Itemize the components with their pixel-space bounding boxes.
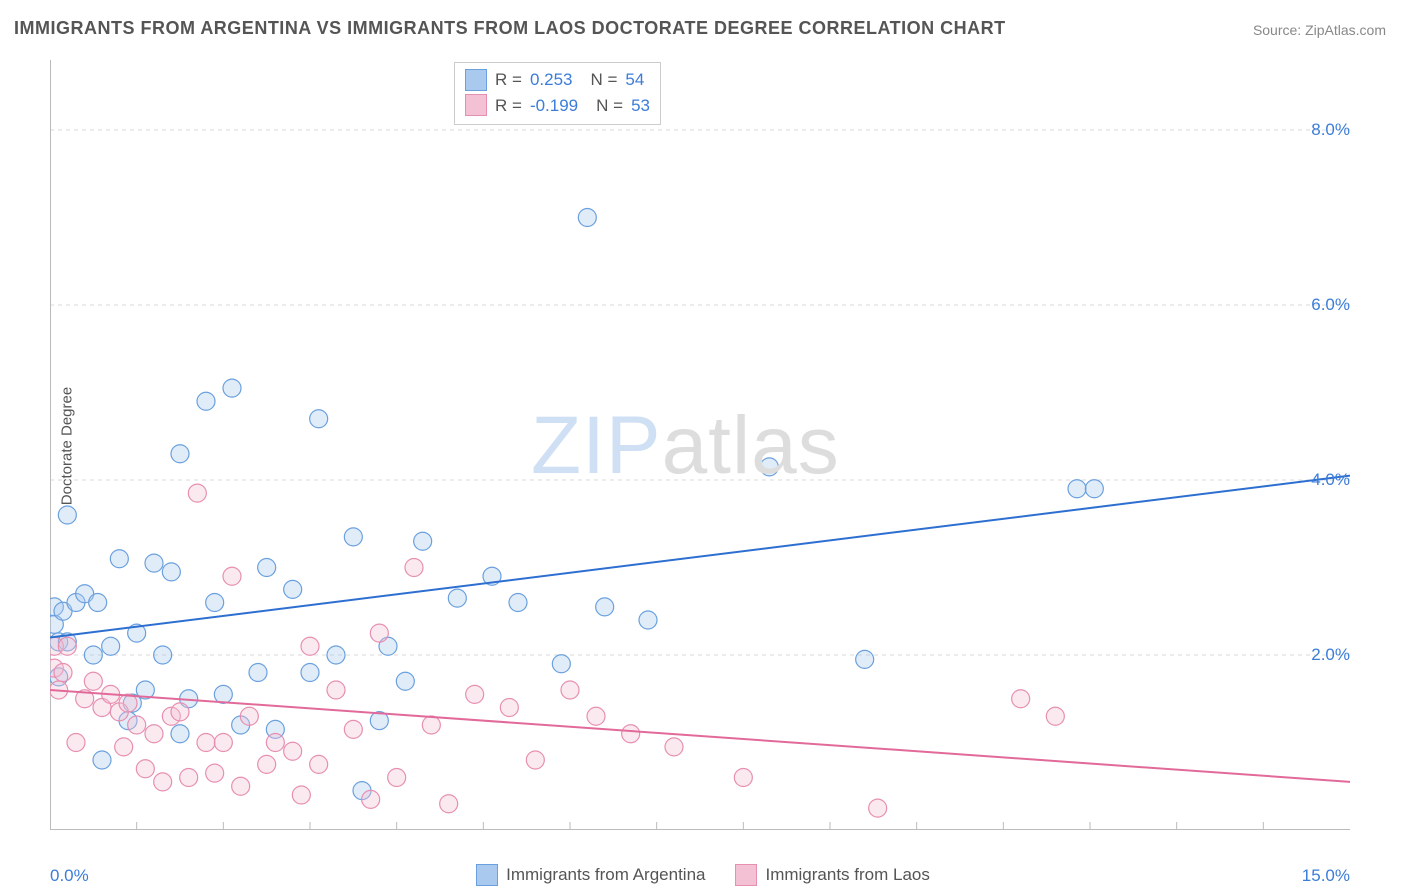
y-tick-label: 6.0%	[1311, 295, 1350, 315]
legend-swatch	[735, 864, 757, 886]
legend-label: Immigrants from Argentina	[506, 865, 705, 885]
stat-r-label: R =	[495, 93, 522, 119]
stat-n-label: N =	[590, 67, 617, 93]
bottom-legend: Immigrants from Argentina Immigrants from…	[0, 864, 1406, 886]
chart-title: IMMIGRANTS FROM ARGENTINA VS IMMIGRANTS …	[14, 18, 1006, 39]
stat-n-value: 53	[631, 93, 650, 119]
legend-label: Immigrants from Laos	[765, 865, 929, 885]
legend-swatch	[476, 864, 498, 886]
chart-container: IMMIGRANTS FROM ARGENTINA VS IMMIGRANTS …	[0, 0, 1406, 892]
stat-r-label: R =	[495, 67, 522, 93]
plot-area	[50, 60, 1350, 830]
stats-row: R = 0.253 N = 54	[465, 67, 650, 93]
source-attribution: Source: ZipAtlas.com	[1253, 22, 1386, 38]
legend-item: Immigrants from Argentina	[476, 864, 705, 886]
correlation-stats-box: R = 0.253 N = 54 R = -0.199 N = 53	[454, 62, 661, 125]
legend-swatch	[465, 69, 487, 91]
legend-item: Immigrants from Laos	[735, 864, 929, 886]
legend-swatch	[465, 94, 487, 116]
stat-n-value: 54	[625, 67, 644, 93]
y-tick-label: 4.0%	[1311, 470, 1350, 490]
y-tick-label: 2.0%	[1311, 645, 1350, 665]
stats-row: R = -0.199 N = 53	[465, 93, 650, 119]
y-tick-label: 8.0%	[1311, 120, 1350, 140]
scatter-svg	[50, 60, 1350, 830]
stat-r-value: -0.199	[530, 93, 578, 119]
stat-n-label: N =	[596, 93, 623, 119]
stat-r-value: 0.253	[530, 67, 573, 93]
